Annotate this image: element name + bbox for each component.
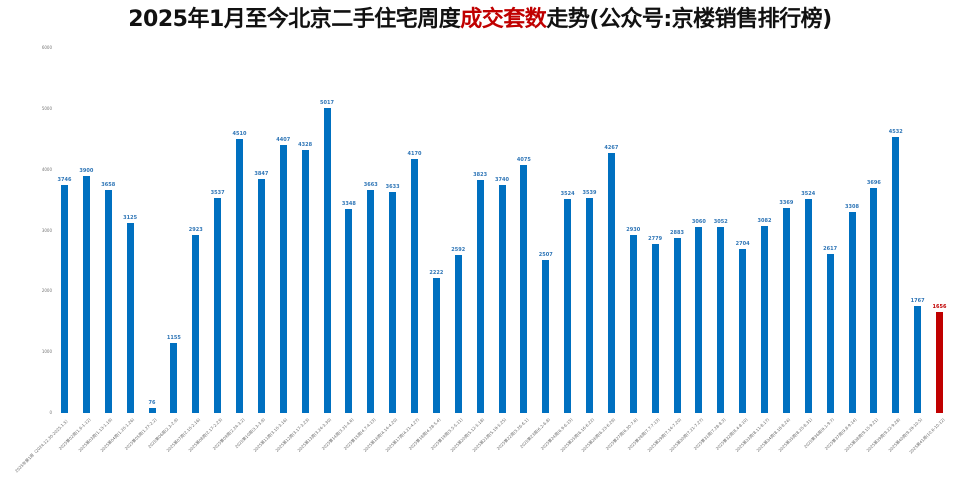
bar (542, 260, 550, 413)
bar (695, 226, 703, 413)
bar-current-week (936, 312, 943, 413)
bar-value-label: 3125 (123, 214, 138, 221)
bar (214, 197, 222, 413)
y-axis-tick-label: 2000 (41, 288, 52, 294)
bar (761, 225, 768, 413)
bar (914, 305, 922, 413)
bar (389, 191, 397, 413)
bar-value-label: 3740 (495, 177, 509, 184)
bar-value-label: 2592 (451, 247, 466, 254)
bar-value-label: 3658 (101, 182, 116, 189)
bar-value-label: 3633 (385, 183, 400, 190)
bar-value-label: 3524 (560, 190, 575, 197)
bar-value-label: 2704 (735, 240, 750, 247)
bar-value-label: 1767 (910, 297, 925, 304)
bar (257, 178, 265, 413)
bar-value-label: 3823 (473, 172, 488, 179)
bar (126, 222, 134, 413)
bar-value-label: 2617 (823, 245, 838, 252)
bar-value-label: 3847 (254, 170, 269, 177)
bar (717, 227, 725, 413)
y-axis-tick-label: 4000 (41, 166, 52, 172)
bar-value-label: 2779 (648, 235, 663, 242)
bar (804, 198, 812, 413)
bar-value-label: 5017 (320, 99, 334, 106)
bar-value-label: 4267 (604, 145, 619, 152)
chart-title: 2025年1月至今北京二手住宅周度成交套数走势(公众号:京楼销售排行榜) (0, 6, 960, 34)
bar-value-label: 4328 (298, 141, 313, 148)
bar (323, 107, 331, 413)
bar-value-label: 3308 (845, 203, 859, 210)
bar (629, 234, 637, 413)
bar-value-label: 3524 (801, 190, 816, 197)
bar-value-label: 4075 (516, 157, 531, 164)
bar (345, 209, 353, 413)
bar-value-label: 3537 (210, 189, 225, 196)
bar-value-label: 2883 (670, 229, 684, 236)
bar-value-label: 4407 (276, 136, 291, 143)
bar (279, 144, 287, 413)
bar (82, 175, 90, 413)
y-axis-tick-label: 0 (49, 410, 52, 415)
title-highlight: 成交套数 (460, 7, 547, 32)
bar (411, 159, 418, 413)
bar (870, 188, 878, 413)
title-part2: 走势(公众号:京楼销售排行榜) (546, 7, 832, 32)
bar (148, 408, 156, 413)
bar (848, 211, 856, 413)
bar-value-label: 3052 (713, 219, 728, 226)
bar-value-label: 3082 (757, 217, 772, 224)
bar-value-label: 76 (148, 400, 156, 407)
bar (454, 255, 462, 413)
bar-value-label: 3369 (779, 200, 794, 207)
bar-value-label: 2930 (626, 226, 641, 233)
bar-value-label: 3663 (363, 182, 378, 189)
bar-value-label: 3900 (79, 167, 94, 174)
bar (520, 165, 528, 413)
title-part1: 2025年1月至今北京二手住宅周度 (128, 7, 461, 32)
bar (61, 185, 68, 413)
bar (301, 149, 309, 413)
bar (651, 243, 659, 413)
bar-value-label: 4170 (407, 151, 422, 158)
bar-value-label: 4510 (232, 130, 247, 137)
y-axis-tick-label: 3000 (41, 227, 52, 233)
y-axis-tick-label: 6000 (41, 45, 52, 50)
bar (586, 197, 593, 413)
bar-value-label: 2507 (538, 252, 553, 259)
bar-value-label: 3539 (582, 189, 597, 196)
y-axis-tick-label: 1000 (41, 349, 52, 355)
bar (104, 190, 112, 413)
bar (192, 235, 200, 413)
bar (432, 277, 440, 413)
bar (236, 138, 243, 413)
bar (607, 153, 615, 413)
bar (739, 248, 747, 413)
bar-value-label: 3060 (691, 218, 706, 225)
bar (673, 237, 681, 413)
bar-value-label: 3348 (341, 201, 356, 208)
bar-value-label: 1155 (166, 334, 181, 341)
bar-value-label: 2923 (188, 227, 203, 234)
bar-value-label: 4532 (888, 129, 903, 136)
bar (367, 190, 375, 413)
bar (826, 253, 834, 413)
bar (892, 137, 900, 413)
bar-value-label: 3746 (57, 177, 72, 184)
bar (476, 180, 484, 413)
y-axis-tick-label: 5000 (41, 105, 52, 111)
bar (498, 185, 506, 413)
bar (170, 342, 178, 413)
bar-value-label: 2222 (429, 269, 444, 276)
bar (782, 208, 790, 413)
bar-value-label: 3696 (866, 180, 881, 187)
bar-value-label: 1656 (932, 304, 947, 311)
bar (564, 198, 572, 413)
